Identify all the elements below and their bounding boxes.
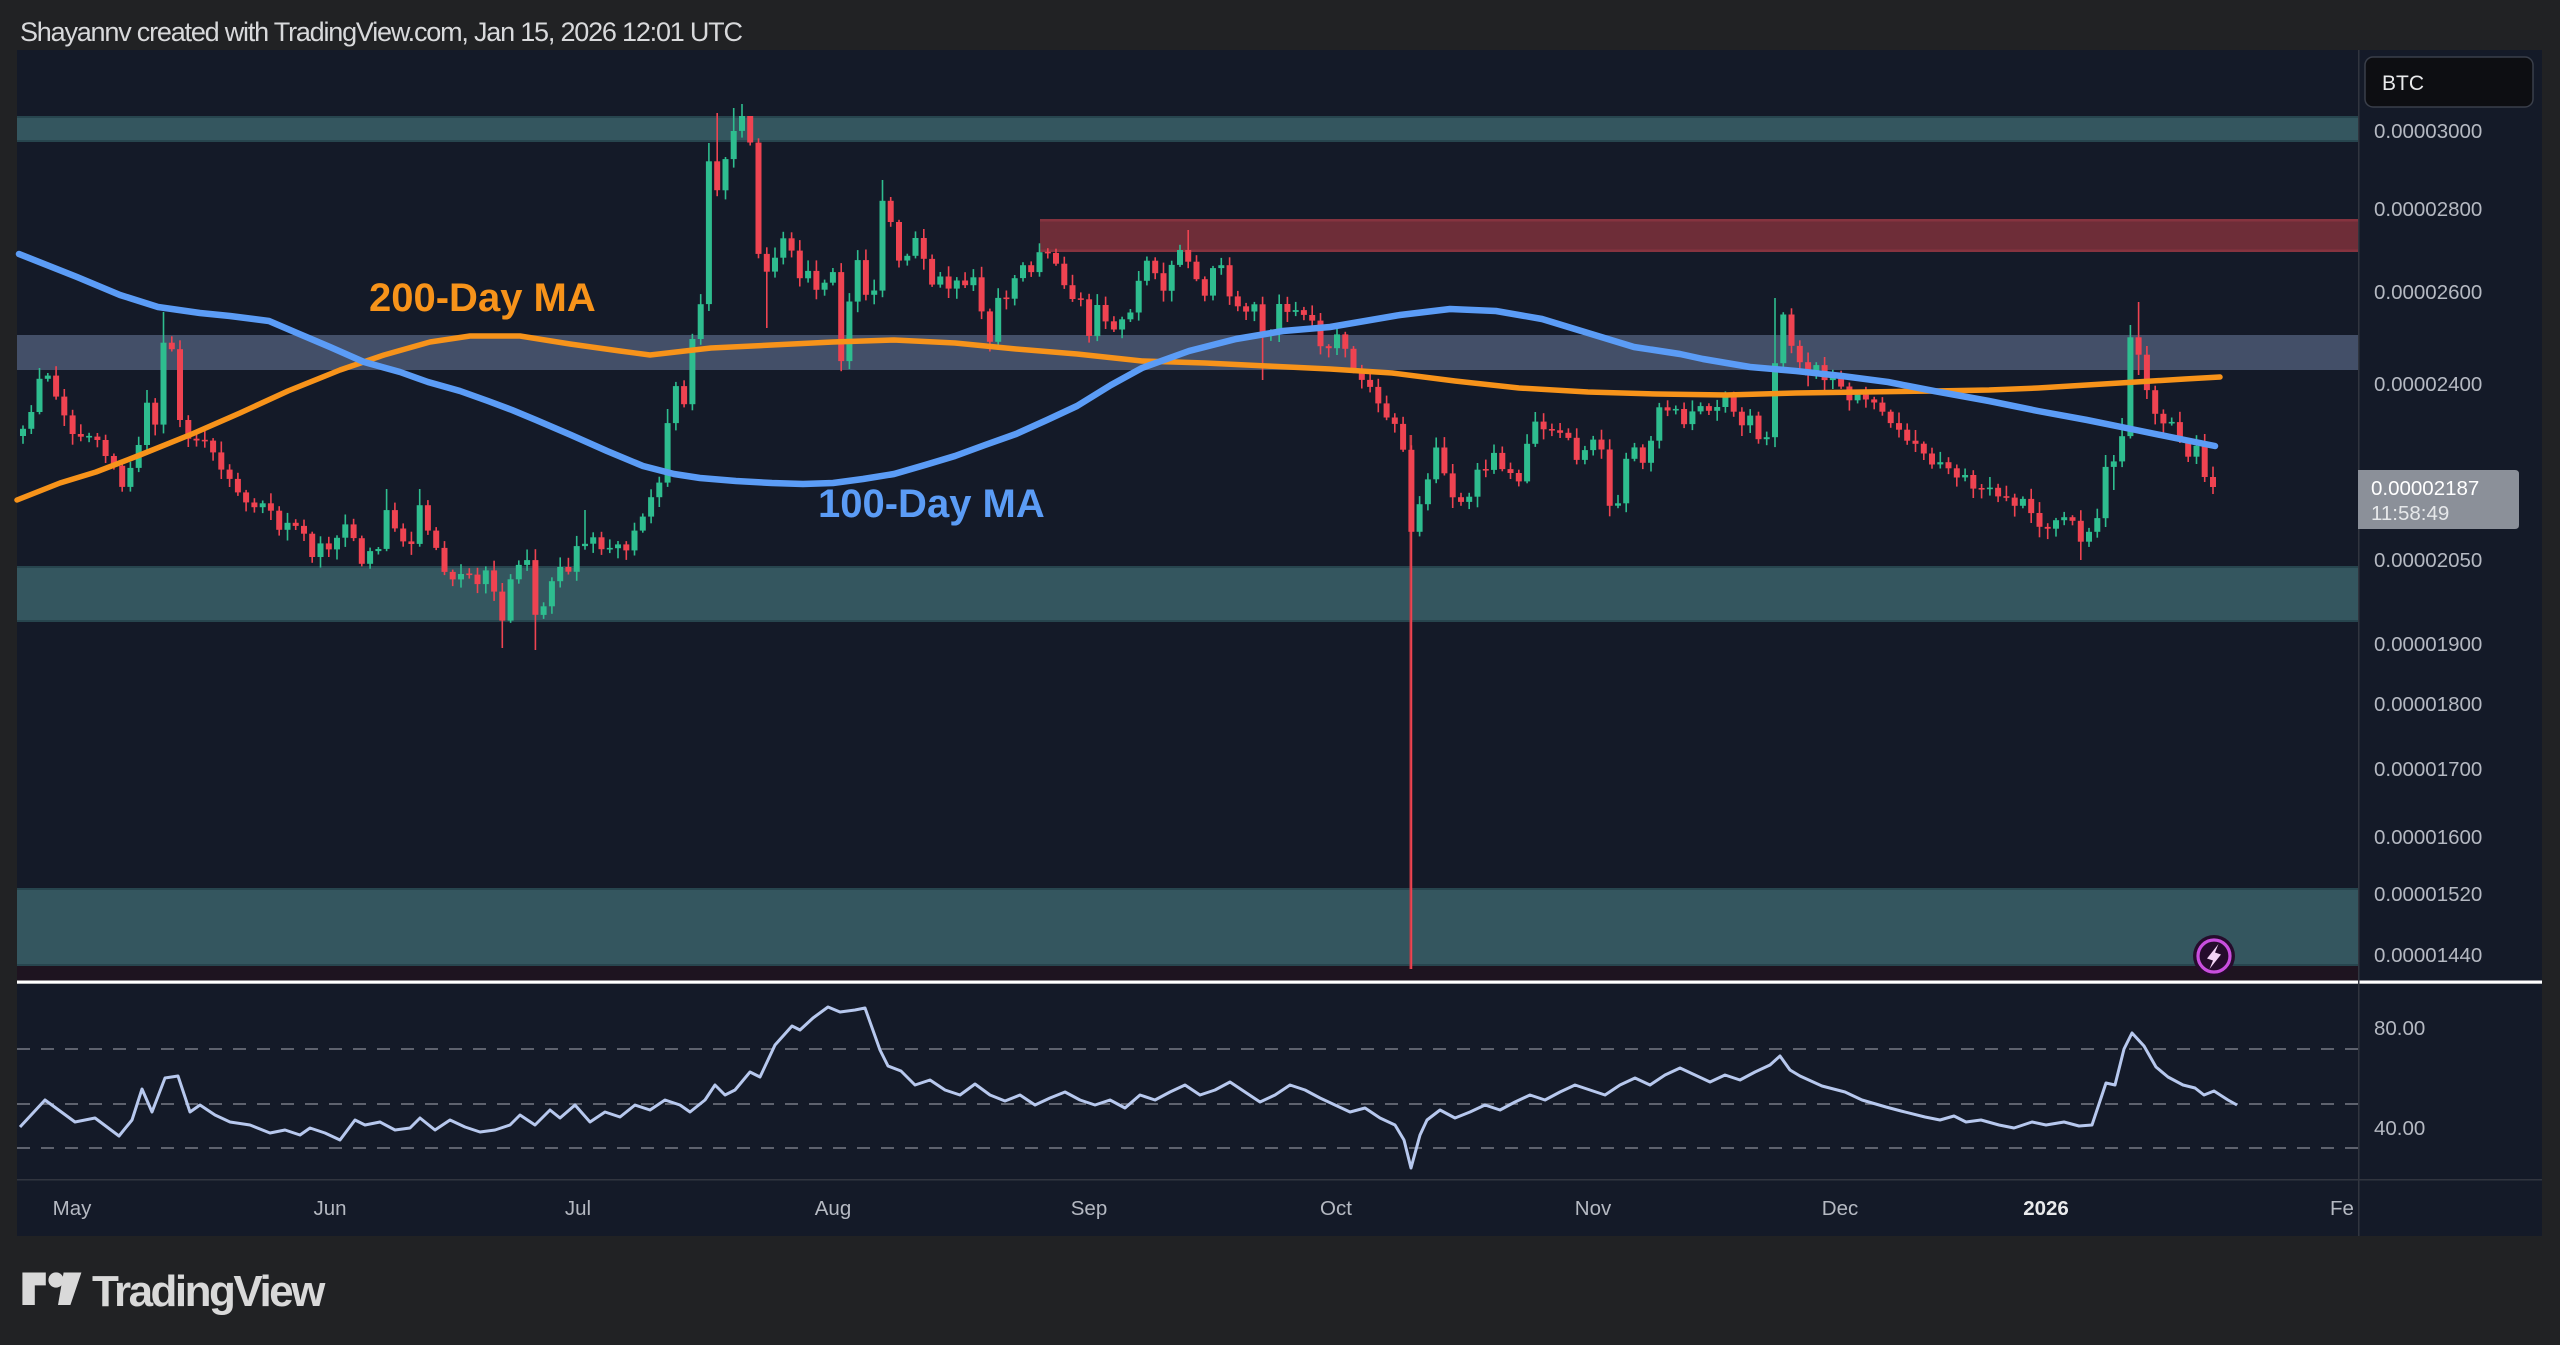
svg-text:200-Day MA: 200-Day MA: [369, 276, 596, 320]
svg-text:Shayannv created with TradingV: Shayannv created with TradingView.com, J…: [20, 17, 742, 47]
svg-text:BTC: BTC: [2382, 72, 2424, 95]
svg-text:0.00001900: 0.00001900: [2374, 633, 2482, 656]
svg-text:Jun: Jun: [313, 1197, 346, 1220]
svg-text:0.00002187: 0.00002187: [2371, 477, 2479, 500]
svg-text:0.00001440: 0.00001440: [2374, 944, 2482, 967]
svg-text:2026: 2026: [2023, 1197, 2069, 1220]
svg-text:0.00002800: 0.00002800: [2374, 198, 2482, 221]
svg-text:0.00002050: 0.00002050: [2374, 549, 2482, 572]
svg-text:0.00001800: 0.00001800: [2374, 693, 2482, 716]
svg-text:0.00003000: 0.00003000: [2374, 120, 2482, 143]
svg-text:Jul: Jul: [565, 1197, 591, 1220]
svg-text:Oct: Oct: [1320, 1197, 1352, 1220]
svg-text:May: May: [53, 1197, 92, 1220]
svg-text:Dec: Dec: [1822, 1197, 1858, 1220]
svg-text:0.00002400: 0.00002400: [2374, 373, 2482, 396]
svg-text:Nov: Nov: [1575, 1197, 1612, 1220]
svg-text:11:58:49: 11:58:49: [2371, 502, 2449, 525]
svg-text:TradingView: TradingView: [92, 1267, 326, 1316]
svg-text:Sep: Sep: [1071, 1197, 1107, 1220]
svg-text:0.00002600: 0.00002600: [2374, 281, 2482, 304]
svg-text:100-Day MA: 100-Day MA: [818, 482, 1045, 526]
svg-text:0.00001600: 0.00001600: [2374, 826, 2482, 849]
svg-text:Aug: Aug: [815, 1197, 851, 1220]
svg-text:80.00: 80.00: [2374, 1017, 2425, 1040]
svg-text:Fe: Fe: [2330, 1197, 2354, 1220]
svg-text:0.00001520: 0.00001520: [2374, 883, 2482, 906]
svg-text:0.00001700: 0.00001700: [2374, 758, 2482, 781]
svg-text:40.00: 40.00: [2374, 1117, 2425, 1140]
